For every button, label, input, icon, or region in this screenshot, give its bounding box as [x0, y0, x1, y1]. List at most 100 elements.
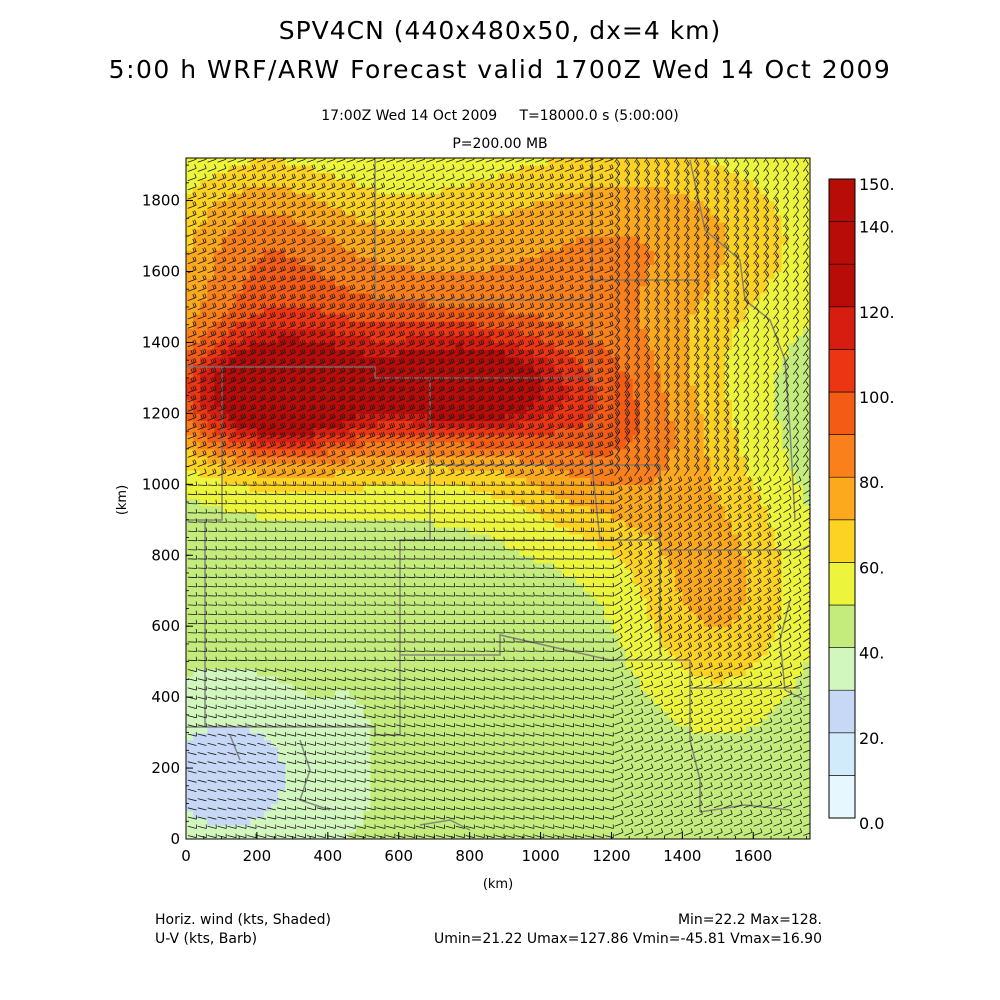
field-cell: [342, 533, 350, 542]
field-cell: [249, 434, 258, 443]
field-cell: [398, 484, 407, 493]
field-cell: [228, 236, 237, 244]
field-cell: [363, 264, 371, 273]
field-cell: [285, 668, 293, 677]
field-cell: [391, 725, 400, 734]
field-cell: [285, 491, 293, 500]
field-cell: [271, 824, 279, 833]
field-cell: [285, 385, 293, 393]
field-cell: [377, 228, 386, 237]
field-cell: [200, 158, 208, 166]
field-cell: [363, 186, 371, 195]
field-cell: [235, 633, 244, 641]
field-cell: [420, 583, 428, 592]
field-cell: [320, 406, 329, 414]
field-cell: [264, 633, 272, 641]
field-cell: [398, 789, 407, 798]
field-cell: [327, 782, 336, 790]
field-cell: [271, 576, 279, 585]
field-cell: [264, 753, 272, 762]
field-cell: [292, 377, 301, 386]
field-cell: [264, 392, 272, 400]
field-cell: [320, 399, 329, 407]
field-cell: [271, 782, 279, 790]
field-cell: [221, 576, 230, 585]
field-cell: [469, 661, 478, 670]
field-cell: [434, 541, 442, 549]
field-cell: [519, 526, 527, 535]
field-cell: [412, 526, 421, 535]
field-cell: [349, 491, 357, 500]
field-cell: [242, 441, 251, 450]
field-cell: [186, 349, 194, 358]
field-cell: [327, 633, 336, 641]
field-cell: [349, 463, 357, 471]
field-cell: [207, 548, 215, 556]
field-cell: [186, 186, 194, 195]
field-cell: [242, 782, 251, 790]
field-cell: [249, 718, 258, 727]
field-cell: [356, 633, 364, 641]
field-cell: [186, 264, 194, 273]
field-cell: [193, 158, 201, 166]
field-cell: [278, 612, 286, 620]
field-cell: [285, 207, 293, 216]
field-cell: [391, 704, 400, 712]
field-cell: [356, 583, 364, 592]
field-cell: [299, 775, 308, 783]
field-cell: [249, 243, 258, 251]
field-cell: [356, 782, 364, 790]
field-cell: [242, 711, 251, 720]
field-cell: [483, 782, 492, 790]
field-cell: [377, 718, 386, 727]
field-cell: [370, 321, 379, 329]
field-cell: [398, 569, 407, 578]
field-cell: [462, 512, 471, 521]
field-cell: [278, 569, 286, 578]
field-cell: [405, 803, 414, 812]
field-cell: [235, 824, 244, 833]
field-cell: [235, 278, 244, 287]
field-cell: [377, 626, 386, 634]
field-cell: [193, 399, 201, 407]
field-cell: [207, 661, 215, 670]
field-cell: [370, 718, 379, 727]
field-cell: [214, 299, 223, 308]
field-cell: [334, 463, 343, 471]
field-cell: [490, 491, 499, 500]
field-cell: [391, 257, 400, 266]
field-cell: [221, 583, 230, 592]
field-cell: [327, 356, 336, 365]
field-cell: [256, 817, 265, 826]
field-cell: [306, 448, 315, 457]
field-cell: [370, 370, 379, 379]
field-cell: [242, 661, 251, 670]
field-cell: [278, 342, 286, 351]
field-cell: [256, 597, 265, 606]
field-cell: [455, 604, 464, 613]
field-cell: [193, 668, 201, 677]
field-cell: [256, 257, 265, 266]
field-cell: [278, 824, 286, 833]
field-cell: [356, 463, 364, 471]
field-cell: [249, 661, 258, 670]
field-cell: [370, 484, 379, 493]
field-cell: [320, 158, 329, 166]
field-cell: [278, 484, 286, 493]
field-cell: [377, 399, 386, 407]
field-cell: [342, 342, 350, 351]
field-cell: [547, 661, 556, 670]
field-cell: [512, 654, 520, 663]
field-cell: [412, 498, 421, 507]
field-cell: [356, 484, 364, 493]
field-cell: [519, 491, 527, 500]
field-cell: [193, 335, 201, 344]
field-cell: [398, 668, 407, 677]
field-cell: [249, 562, 258, 571]
field-cell: [349, 377, 357, 386]
field-cell: [271, 406, 279, 414]
field-cell: [334, 356, 343, 365]
field-cell: [363, 569, 371, 578]
field-cell: [186, 633, 194, 641]
